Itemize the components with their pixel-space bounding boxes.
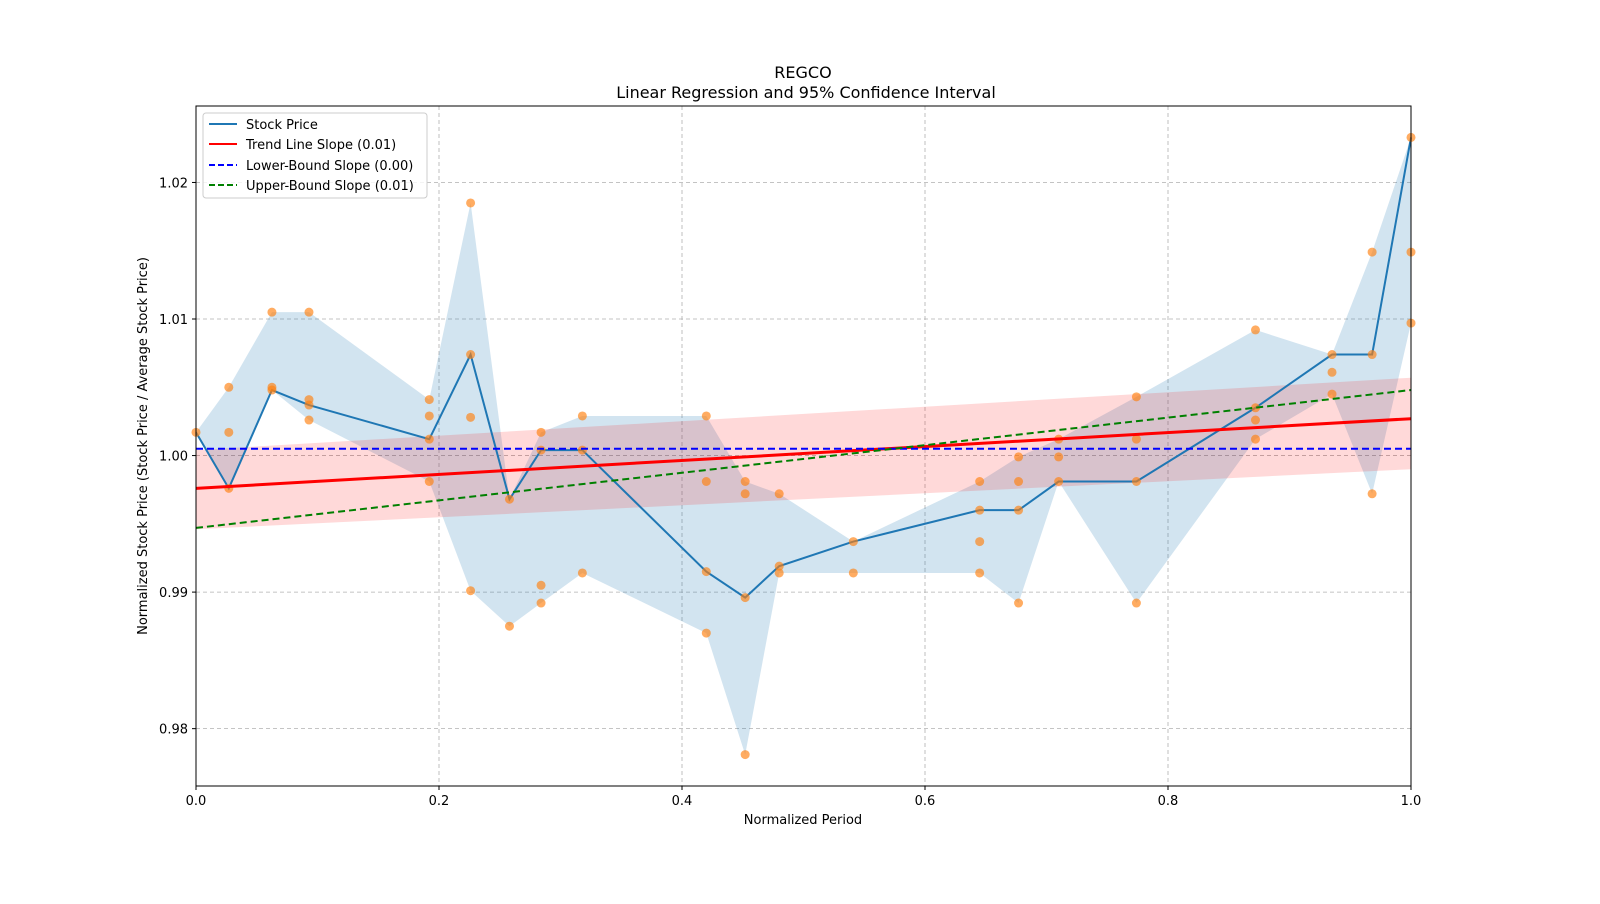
price-point bbox=[1250, 325, 1260, 335]
price-point bbox=[577, 411, 587, 421]
price-point bbox=[424, 477, 434, 487]
y-tick-label: 1.02 bbox=[159, 176, 188, 191]
price-point bbox=[424, 434, 434, 444]
price-point bbox=[701, 477, 711, 487]
price-point bbox=[424, 411, 434, 421]
legend-upper-label: Upper-Bound Slope (0.01) bbox=[246, 179, 414, 194]
price-point bbox=[1327, 350, 1337, 360]
y-tick-label: 0.99 bbox=[159, 586, 188, 601]
price-point bbox=[1131, 392, 1141, 402]
price-point bbox=[504, 621, 514, 631]
x-tick-label: 0.8 bbox=[1158, 794, 1179, 809]
price-point bbox=[740, 489, 750, 499]
price-point bbox=[577, 568, 587, 578]
price-point bbox=[774, 561, 784, 571]
legend-lower-label: Lower-Bound Slope (0.00) bbox=[246, 159, 413, 174]
price-point bbox=[1131, 598, 1141, 608]
price-point bbox=[577, 445, 587, 455]
price-point bbox=[536, 598, 546, 608]
price-point bbox=[1014, 598, 1024, 608]
price-point bbox=[1131, 434, 1141, 444]
x-tick-label: 0.6 bbox=[915, 794, 936, 809]
y-axis-label: Normalized Stock Price (Stock Price / Av… bbox=[136, 257, 151, 635]
upper-bound-line bbox=[195, 389, 1412, 529]
price-point bbox=[224, 427, 234, 437]
price-point bbox=[1367, 489, 1377, 499]
price-point bbox=[466, 412, 476, 422]
price-point bbox=[304, 307, 314, 317]
price-point bbox=[740, 750, 750, 760]
price-point bbox=[848, 537, 858, 547]
price-point bbox=[1367, 247, 1377, 257]
price-point bbox=[304, 415, 314, 425]
legend: Stock Price Trend Line Slope (0.01) Lowe… bbox=[202, 112, 428, 199]
price-point bbox=[536, 427, 546, 437]
price-point bbox=[224, 382, 234, 392]
price-point bbox=[1327, 367, 1337, 377]
price-point bbox=[466, 586, 476, 596]
ticks: 0.0 0.2 0.4 0.6 0.8 1.0 0.98 0.99 1.00 1.01 1.02 bbox=[159, 176, 1421, 809]
price-range-band bbox=[196, 137, 1411, 755]
price-point bbox=[1014, 452, 1024, 462]
price-point bbox=[1250, 403, 1260, 413]
price-point bbox=[424, 395, 434, 405]
legend-box bbox=[202, 112, 428, 199]
price-point bbox=[701, 411, 711, 421]
legend-trend-label: Trend Line Slope (0.01) bbox=[245, 138, 396, 153]
price-point bbox=[774, 489, 784, 499]
x-tick-label: 1.0 bbox=[1401, 794, 1422, 809]
x-axis-label: Normalized Period bbox=[744, 813, 862, 828]
price-point bbox=[1014, 505, 1024, 515]
price-point bbox=[1367, 350, 1377, 360]
chart-subtitle: Linear Regression and 95% Confidence Int… bbox=[616, 83, 996, 102]
price-point bbox=[536, 580, 546, 590]
price-point bbox=[536, 445, 546, 455]
x-tick-label: 0.0 bbox=[186, 794, 207, 809]
chart-title: REGCO bbox=[774, 63, 831, 82]
price-point bbox=[1250, 415, 1260, 425]
price-point bbox=[1054, 452, 1064, 462]
price-point bbox=[304, 400, 314, 410]
price-point bbox=[701, 567, 711, 577]
price-point bbox=[267, 307, 277, 317]
plot-frame bbox=[195, 105, 1412, 787]
price-point bbox=[975, 477, 985, 487]
y-tick-label: 1.00 bbox=[159, 450, 188, 465]
y-tick-label: 1.01 bbox=[159, 313, 188, 328]
price-point bbox=[1327, 389, 1337, 399]
x-tick-label: 0.4 bbox=[672, 794, 693, 809]
price-point bbox=[504, 494, 514, 504]
price-point bbox=[975, 568, 985, 578]
trend-line bbox=[195, 417, 1412, 490]
price-point bbox=[1131, 477, 1141, 487]
price-point bbox=[740, 593, 750, 603]
legend-stock-label: Stock Price bbox=[246, 118, 318, 133]
price-point bbox=[1014, 477, 1024, 487]
price-point bbox=[466, 198, 476, 208]
price-point bbox=[848, 568, 858, 578]
price-point bbox=[267, 385, 277, 395]
price-point bbox=[975, 537, 985, 547]
price-point bbox=[466, 350, 476, 360]
plot-area bbox=[191, 132, 1416, 760]
price-point bbox=[701, 628, 711, 638]
price-point bbox=[1054, 477, 1064, 487]
y-tick-label: 0.98 bbox=[159, 723, 188, 738]
price-point bbox=[1250, 434, 1260, 444]
price-point bbox=[975, 505, 985, 515]
x-tick-label: 0.2 bbox=[429, 794, 450, 809]
price-point bbox=[774, 568, 784, 578]
price-point bbox=[740, 477, 750, 487]
